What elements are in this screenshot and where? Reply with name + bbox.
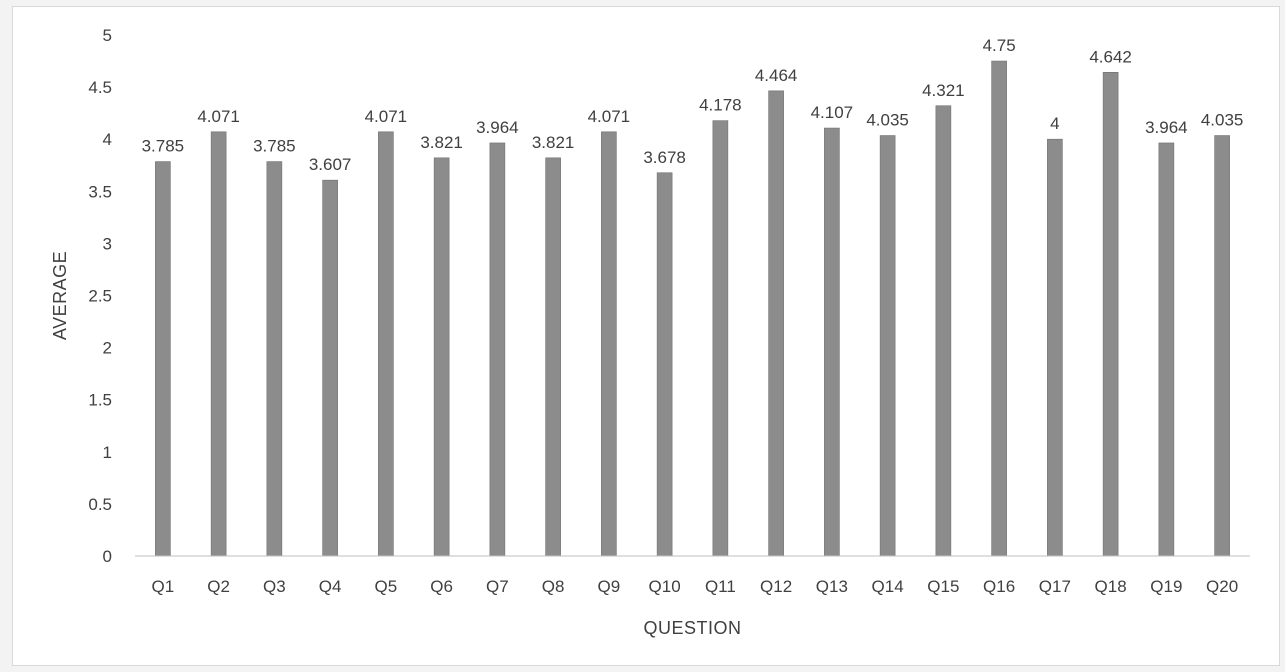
data-label: 4.642	[1089, 47, 1132, 66]
bar	[210, 131, 227, 557]
x-tick-label: Q14	[872, 577, 904, 596]
data-label: 4.178	[699, 96, 742, 115]
data-label: 4.071	[197, 107, 240, 126]
x-tick-label: Q18	[1095, 577, 1127, 596]
bar	[601, 131, 617, 557]
bar	[1158, 142, 1175, 557]
data-label: 3.678	[643, 148, 686, 167]
y-tick-label: 0.5	[88, 495, 112, 514]
y-tick-label: 2.5	[88, 287, 112, 306]
y-axis-ticks: 0 0.5 1 1.5 2 2.5 3 3.5 4 4.5 5	[88, 26, 112, 566]
data-label: 4.071	[588, 107, 631, 126]
y-tick-label: 3	[103, 234, 112, 253]
y-axis-title: AVERAGE	[50, 251, 70, 340]
x-tick-label: Q12	[760, 577, 792, 596]
data-labels: 3.785 4.071 3.785 3.607 4.071 3.821 3.964 3.821…	[142, 36, 1244, 174]
x-tick-label: Q17	[1039, 577, 1071, 596]
x-tick-label: Q19	[1150, 577, 1182, 596]
data-label: 3.964	[476, 118, 519, 137]
x-tick-label: Q10	[649, 577, 681, 596]
y-tick-label: 2	[103, 339, 112, 358]
y-tick-label: 1.5	[88, 391, 112, 410]
y-tick-label: 4.5	[88, 78, 112, 97]
data-label: 4.071	[365, 107, 408, 126]
y-tick-label: 5	[103, 26, 112, 45]
data-label: 4	[1050, 114, 1059, 133]
bar	[545, 157, 561, 557]
bar	[1047, 138, 1063, 557]
bar	[378, 131, 394, 557]
y-tick-label: 1	[103, 443, 112, 462]
data-label: 4.107	[811, 103, 854, 122]
data-label: 3.607	[309, 155, 352, 174]
x-tick-label: Q8	[542, 577, 565, 596]
bar	[266, 161, 283, 557]
bar	[656, 172, 673, 557]
data-label: 3.821	[532, 133, 575, 152]
x-tick-label: Q3	[263, 577, 286, 596]
bar	[768, 90, 784, 557]
data-label: 4.75	[983, 36, 1016, 55]
x-axis-ticks: Q1 Q2 Q3 Q4 Q5 Q6 Q7 Q8 Q9 Q10 Q11 Q12 Q13 Q14 Q15 Q16 Q…	[152, 577, 1239, 596]
x-tick-label: Q4	[319, 577, 342, 596]
y-tick-label: 3.5	[88, 182, 112, 201]
bar	[155, 161, 171, 557]
x-tick-label: Q11	[705, 577, 736, 596]
bar	[322, 179, 338, 557]
bar	[1214, 135, 1230, 557]
data-label: 4.035	[1201, 111, 1244, 130]
data-label: 3.821	[420, 133, 463, 152]
data-label: 3.964	[1145, 118, 1188, 137]
data-label: 4.321	[922, 81, 965, 100]
bar	[991, 60, 1007, 557]
bar	[935, 105, 952, 557]
x-tick-label: Q9	[598, 577, 621, 596]
x-tick-label: Q2	[207, 577, 230, 596]
x-tick-label: Q1	[152, 577, 175, 596]
data-label: 3.785	[142, 137, 185, 156]
x-tick-label: Q13	[816, 577, 848, 596]
bar	[824, 127, 840, 557]
x-tick-label: Q6	[430, 577, 453, 596]
y-tick-label: 4	[103, 130, 112, 149]
x-axis-title: QUESTION	[643, 618, 741, 638]
bar	[712, 120, 729, 557]
x-tick-label: Q5	[375, 577, 398, 596]
data-label: 4.464	[755, 66, 798, 85]
bar	[489, 142, 506, 557]
bar	[879, 135, 896, 557]
data-label: 4.035	[866, 111, 909, 130]
data-label: 3.785	[253, 137, 296, 156]
x-tick-label: Q15	[927, 577, 959, 596]
bars	[155, 60, 1230, 557]
bar	[1102, 72, 1119, 557]
x-tick-label: Q20	[1206, 577, 1238, 596]
y-tick-label: 0	[103, 547, 112, 566]
x-tick-label: Q16	[983, 577, 1015, 596]
bar	[433, 157, 450, 557]
x-tick-label: Q7	[486, 577, 509, 596]
